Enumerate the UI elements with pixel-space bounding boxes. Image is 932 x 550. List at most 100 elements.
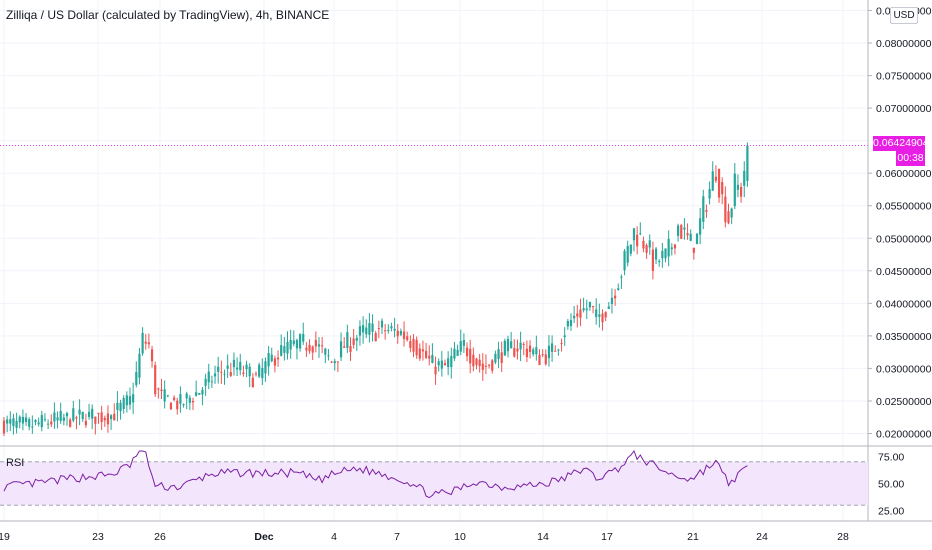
- candle-body: [138, 353, 141, 378]
- candle-body: [185, 393, 188, 399]
- candle-body: [191, 400, 195, 403]
- candle-body: [188, 397, 191, 403]
- candle-body: [56, 417, 59, 421]
- candle-body: [53, 412, 56, 422]
- candle-body: [557, 349, 560, 351]
- candle-body: [617, 288, 620, 291]
- x-tick-label: 10: [454, 531, 466, 543]
- candle-body: [28, 419, 31, 427]
- candle-body: [321, 345, 324, 347]
- y-tick-label: 0.07500000: [876, 71, 932, 83]
- candle-body: [217, 366, 220, 372]
- candle-body: [308, 344, 311, 352]
- candle-body: [607, 306, 610, 309]
- candle-body: [147, 342, 150, 345]
- candle-body: [236, 367, 239, 370]
- candle-body: [516, 348, 519, 352]
- candle-body: [195, 392, 198, 396]
- x-tick-label: 24: [756, 531, 768, 543]
- candle-body: [623, 250, 626, 271]
- candle-body: [220, 371, 223, 373]
- candle-body: [440, 360, 443, 369]
- candle-body: [179, 394, 182, 404]
- candle-body: [664, 248, 667, 259]
- candle-body: [311, 346, 314, 353]
- candle-body: [245, 364, 248, 370]
- candle-body: [465, 347, 469, 357]
- rsi-tick-label: 50.00: [878, 479, 904, 491]
- candle-body: [425, 350, 428, 358]
- x-tick-label: Dec: [254, 531, 273, 543]
- candle-body: [399, 330, 402, 335]
- candle-body: [166, 395, 169, 397]
- candle-body: [497, 349, 500, 360]
- candle-body: [551, 343, 554, 352]
- y-tick-label: 0.08000000: [876, 38, 932, 50]
- candle-body: [239, 361, 242, 371]
- candle-body: [204, 378, 207, 386]
- candle-body: [525, 348, 528, 358]
- candle-body: [78, 409, 81, 415]
- candle-body: [333, 361, 336, 364]
- candle-body: [730, 208, 733, 218]
- y-tick-label: 0.05500000: [876, 201, 932, 213]
- candle-body: [437, 361, 440, 366]
- candle-body: [144, 341, 147, 344]
- candle-body: [302, 333, 305, 342]
- candle-body: [72, 408, 75, 421]
- candle-body: [34, 419, 37, 423]
- candle-body: [299, 334, 302, 349]
- candle-body: [746, 145, 749, 182]
- candle-body: [724, 196, 727, 223]
- candle-body: [513, 347, 516, 357]
- currency-selector[interactable]: USD: [890, 7, 918, 24]
- candle-body: [604, 312, 607, 318]
- candle-body: [428, 355, 431, 359]
- candle-body: [582, 308, 585, 311]
- candle-body: [658, 260, 661, 262]
- candle-body: [645, 245, 648, 253]
- candle-body: [135, 372, 138, 386]
- candle-body: [261, 367, 264, 379]
- candle-body: [491, 360, 494, 371]
- candle-body: [528, 345, 532, 352]
- candle-body: [31, 426, 34, 428]
- candle-body: [273, 358, 276, 366]
- candle-body: [431, 354, 434, 364]
- candle-body: [352, 338, 355, 345]
- candle-body: [462, 340, 465, 346]
- candle-body: [280, 345, 283, 356]
- candle-body: [150, 349, 154, 362]
- candle-body: [390, 326, 393, 329]
- candle-body: [69, 419, 72, 427]
- candle-body: [223, 373, 226, 375]
- x-tick-label: 14: [537, 531, 549, 543]
- candle-body: [475, 358, 478, 365]
- candle-body: [169, 402, 173, 410]
- candle-body: [286, 341, 289, 354]
- candle-body: [727, 211, 730, 224]
- x-tick-label: 17: [601, 531, 613, 543]
- candle-body: [43, 419, 47, 421]
- candle-body: [506, 339, 510, 352]
- candle-body: [317, 344, 321, 347]
- y-tick-label: 0.07000000: [876, 103, 932, 115]
- candle-body: [100, 412, 103, 423]
- candle-body: [692, 247, 695, 253]
- candle-body: [267, 352, 270, 367]
- candle-body: [661, 250, 664, 259]
- y-tick-label: 0.04500000: [876, 266, 932, 278]
- candle-body: [469, 348, 472, 364]
- candle-body: [629, 244, 632, 254]
- candle-body: [368, 323, 371, 335]
- candle-body: [598, 314, 601, 317]
- candle-body: [494, 353, 497, 363]
- candle-body: [91, 408, 94, 419]
- candle-body: [116, 402, 119, 411]
- candle-body: [47, 423, 50, 425]
- candle-body: [418, 348, 421, 359]
- candle-body: [689, 233, 692, 241]
- candle-body: [677, 225, 680, 236]
- countdown-badge: 00:38: [896, 151, 925, 166]
